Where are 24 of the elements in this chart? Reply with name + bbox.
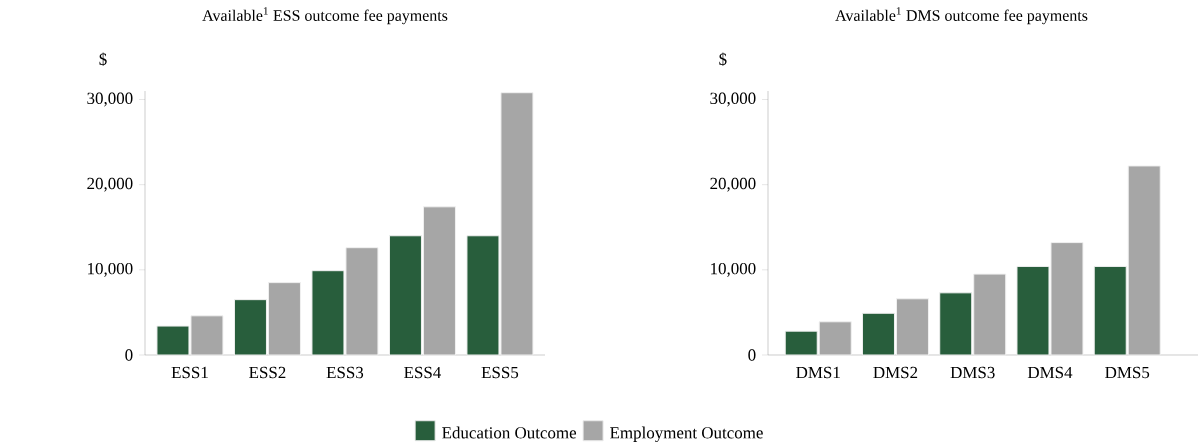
legend-label: Employment Outcome xyxy=(610,426,763,442)
x-tick-label: ESS2 xyxy=(249,366,286,379)
y-tick-label: 10,000 xyxy=(88,262,133,277)
x-tick-label: ESS5 xyxy=(481,366,519,379)
x-tick-label: ESS1 xyxy=(171,366,208,379)
chart-title: Available$^{1}$ DMS outcome fee payments xyxy=(835,7,1088,25)
x-tick-label: ESS4 xyxy=(404,366,442,379)
x-tick-label: DMS5 xyxy=(1105,366,1150,379)
chart-title: Available$^{1}$ ESS outcome fee payments xyxy=(202,7,448,25)
y-tick-label: 0 xyxy=(748,349,756,361)
legend-label: Education Outcome xyxy=(442,426,577,439)
y-tick-label: 0 xyxy=(125,349,133,361)
y-tick-label: 30,000 xyxy=(710,92,756,107)
x-tick-label: DMS1 xyxy=(796,366,840,379)
y-tick-label: 10,000 xyxy=(711,262,756,277)
x-tick-label: DMS2 xyxy=(873,366,918,379)
y-axis-title: $ xyxy=(719,52,727,67)
y-tick-label: 20,000 xyxy=(710,177,756,192)
x-tick-label: DMS3 xyxy=(950,366,995,379)
y-tick-label: 30,000 xyxy=(87,92,133,107)
y-axis-title: $ xyxy=(99,52,107,67)
x-tick-label: ESS3 xyxy=(326,366,364,379)
x-tick-label: DMS4 xyxy=(1027,366,1073,379)
y-tick-label: 20,000 xyxy=(87,177,133,192)
